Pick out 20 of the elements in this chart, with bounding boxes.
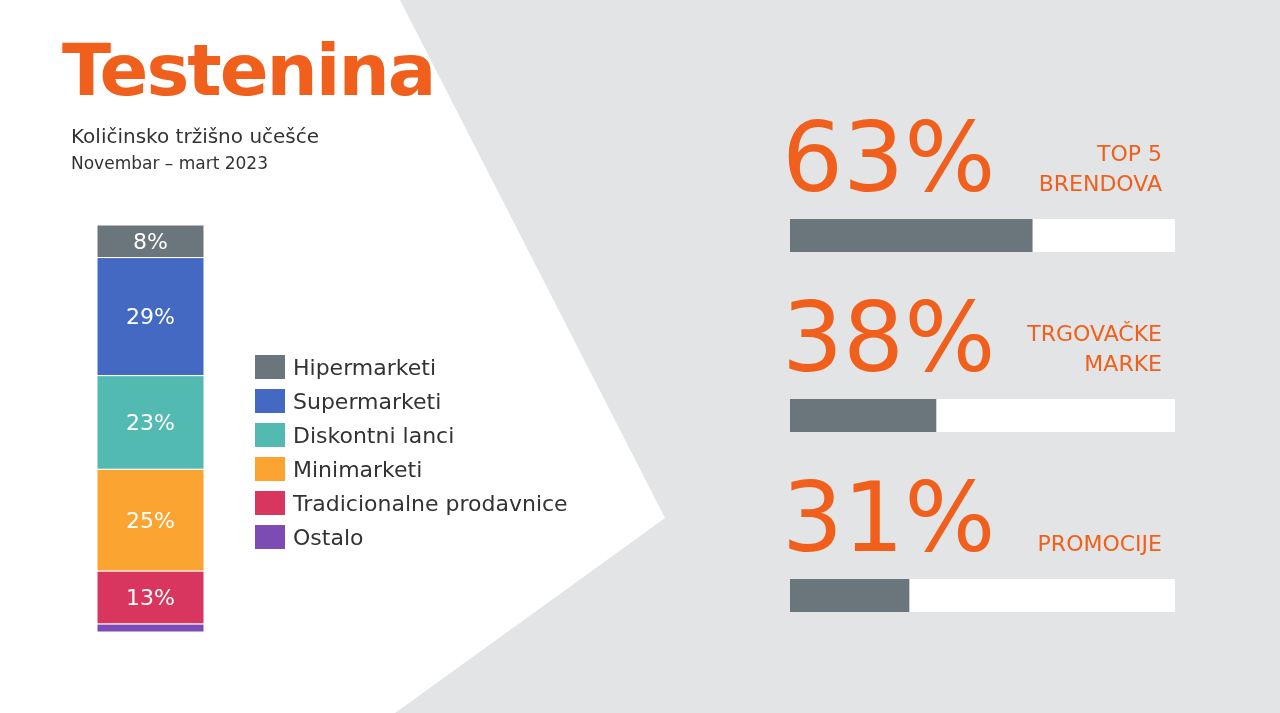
legend-label: Minimarketi <box>293 456 423 482</box>
data-label: 38% <box>782 282 996 394</box>
chart-title: Testenina <box>62 28 435 112</box>
data-label: 29% <box>126 304 175 330</box>
data-label: 8% <box>133 228 168 254</box>
data-label: 31% <box>782 462 996 574</box>
legend-label: Diskontni lanci <box>293 422 455 448</box>
text: Novembar – mart 2023 <box>71 153 269 173</box>
y-tick-label: TRGOVAČKE MARKE <box>1026 321 1162 376</box>
data-label: 23% <box>126 409 175 435</box>
data-label: 63% <box>782 102 996 214</box>
y-tick-label: PROMOCIJE <box>1037 531 1162 556</box>
data-label: 13% <box>126 584 175 610</box>
chart-subtitle: Količinsko tržišno učešće <box>71 124 320 148</box>
legend-label: Hipermarketi <box>293 354 436 380</box>
legend-label: Ostalo <box>293 524 364 550</box>
y-tick-label: TOP 5 BRENDOVA <box>1038 141 1162 196</box>
text: Supermarketi <box>293 388 442 414</box>
legend-label: Tradicionalne prodavnice <box>293 490 568 516</box>
data-label: 25% <box>126 507 175 533</box>
